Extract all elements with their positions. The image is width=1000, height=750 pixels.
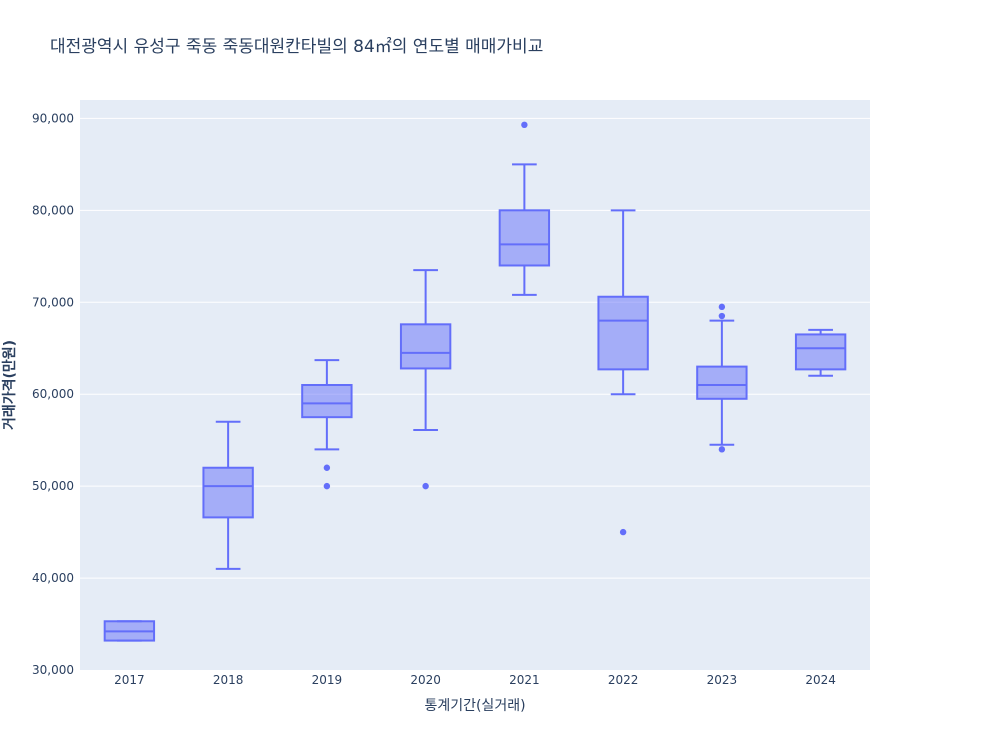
outlier-point: [619, 528, 627, 536]
iqr-box: [696, 365, 748, 400]
outlier-point: [718, 312, 726, 320]
y-tick-label: 40,000: [32, 571, 74, 585]
box-2020: [399, 269, 452, 490]
box-2018: [202, 420, 254, 570]
x-tick-label: 2021: [509, 673, 540, 687]
box-2021: [498, 121, 551, 296]
outlier-point: [718, 303, 726, 311]
y-tick-label: 90,000: [32, 111, 74, 125]
outlier-point: [422, 482, 429, 490]
iqr-box: [498, 209, 551, 267]
iqr-box: [597, 295, 649, 371]
x-tick-label: 2018: [213, 673, 244, 687]
chart-title: 대전광역시 유성구 죽동 죽동대원칸타빌의 84㎡의 연도별 매매가비교: [50, 37, 544, 57]
y-tick-label: 30,000: [32, 663, 74, 677]
iqr-box: [202, 466, 254, 519]
y-tick-labels: 30,000 40,000 50,000 60,000 70,000 80,000 90,0…: [32, 111, 74, 677]
y-tick-label: 70,000: [32, 295, 74, 309]
box-2017: [103, 620, 156, 642]
y-axis-title: 거래가격(만원): [1, 340, 18, 430]
iqr-box: [794, 333, 847, 371]
outlier-point: [718, 446, 726, 453]
x-tick-label: 2017: [114, 673, 145, 687]
x-tick-label: 2023: [707, 673, 738, 687]
x-axis-title: 통계기간(실거래): [424, 698, 525, 714]
box-2019: [301, 359, 353, 490]
box-2024: [794, 328, 847, 377]
outlier-point: [323, 482, 331, 490]
iqr-box: [301, 384, 353, 419]
outlier-point: [323, 464, 331, 471]
x-tick-label: 2019: [312, 673, 343, 687]
box-2022: [597, 209, 649, 536]
iqr-box: [399, 323, 452, 370]
x-tick-label: 2022: [608, 673, 639, 687]
plot-area: [80, 100, 870, 670]
x-tick-labels: 2017 2018 2019 2020 2021 2022 2023 2024: [114, 673, 836, 687]
boxes: [103, 121, 847, 642]
y-tick-label: 50,000: [32, 479, 74, 493]
outlier-point: [521, 121, 528, 129]
box-2023: [696, 303, 748, 453]
y-tick-label: 60,000: [32, 387, 74, 401]
y-tick-label: 80,000: [32, 203, 74, 217]
x-tick-label: 2024: [805, 673, 836, 687]
x-tick-label: 2020: [410, 673, 441, 687]
